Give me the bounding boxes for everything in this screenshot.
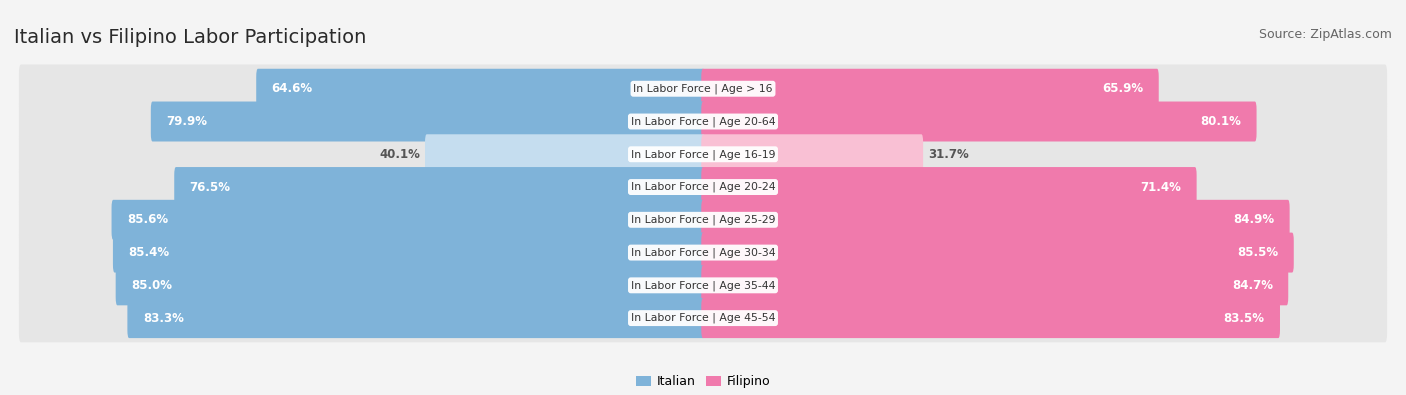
FancyBboxPatch shape xyxy=(18,294,1388,342)
Text: 76.5%: 76.5% xyxy=(190,181,231,194)
FancyBboxPatch shape xyxy=(18,196,1388,244)
Text: Source: ZipAtlas.com: Source: ZipAtlas.com xyxy=(1258,28,1392,41)
FancyBboxPatch shape xyxy=(18,228,1388,277)
Text: In Labor Force | Age 45-54: In Labor Force | Age 45-54 xyxy=(631,313,775,324)
Text: 85.0%: 85.0% xyxy=(131,279,172,292)
FancyBboxPatch shape xyxy=(702,167,1197,207)
Text: In Labor Force | Age 35-44: In Labor Force | Age 35-44 xyxy=(631,280,775,291)
Text: 83.5%: 83.5% xyxy=(1223,312,1264,325)
FancyBboxPatch shape xyxy=(18,64,1388,113)
Text: 83.3%: 83.3% xyxy=(143,312,184,325)
FancyBboxPatch shape xyxy=(702,233,1294,273)
Text: 31.7%: 31.7% xyxy=(928,148,969,161)
FancyBboxPatch shape xyxy=(425,134,704,174)
FancyBboxPatch shape xyxy=(702,200,1289,240)
Text: 79.9%: 79.9% xyxy=(166,115,207,128)
Text: 85.6%: 85.6% xyxy=(127,213,169,226)
Text: In Labor Force | Age 25-29: In Labor Force | Age 25-29 xyxy=(631,214,775,225)
FancyBboxPatch shape xyxy=(150,102,704,141)
FancyBboxPatch shape xyxy=(128,298,704,338)
Text: 40.1%: 40.1% xyxy=(380,148,420,161)
Text: 84.9%: 84.9% xyxy=(1233,213,1274,226)
Text: 65.9%: 65.9% xyxy=(1102,82,1143,95)
FancyBboxPatch shape xyxy=(702,298,1279,338)
FancyBboxPatch shape xyxy=(702,134,924,174)
Text: 85.4%: 85.4% xyxy=(128,246,170,259)
FancyBboxPatch shape xyxy=(702,69,1159,109)
FancyBboxPatch shape xyxy=(115,265,704,305)
Text: In Labor Force | Age > 16: In Labor Force | Age > 16 xyxy=(633,83,773,94)
Text: 85.5%: 85.5% xyxy=(1237,246,1278,259)
FancyBboxPatch shape xyxy=(18,261,1388,310)
Text: In Labor Force | Age 20-24: In Labor Force | Age 20-24 xyxy=(631,182,775,192)
FancyBboxPatch shape xyxy=(18,130,1388,179)
FancyBboxPatch shape xyxy=(111,200,704,240)
FancyBboxPatch shape xyxy=(256,69,704,109)
FancyBboxPatch shape xyxy=(18,97,1388,146)
Text: In Labor Force | Age 16-19: In Labor Force | Age 16-19 xyxy=(631,149,775,160)
FancyBboxPatch shape xyxy=(702,265,1288,305)
FancyBboxPatch shape xyxy=(174,167,704,207)
Text: 84.7%: 84.7% xyxy=(1232,279,1272,292)
FancyBboxPatch shape xyxy=(702,102,1257,141)
Text: 80.1%: 80.1% xyxy=(1201,115,1241,128)
Legend: Italian, Filipino: Italian, Filipino xyxy=(630,370,776,393)
Text: In Labor Force | Age 20-64: In Labor Force | Age 20-64 xyxy=(631,116,775,127)
Text: Italian vs Filipino Labor Participation: Italian vs Filipino Labor Participation xyxy=(14,28,367,47)
Text: 71.4%: 71.4% xyxy=(1140,181,1181,194)
Text: In Labor Force | Age 30-34: In Labor Force | Age 30-34 xyxy=(631,247,775,258)
FancyBboxPatch shape xyxy=(18,163,1388,211)
FancyBboxPatch shape xyxy=(112,233,704,273)
Text: 64.6%: 64.6% xyxy=(271,82,314,95)
